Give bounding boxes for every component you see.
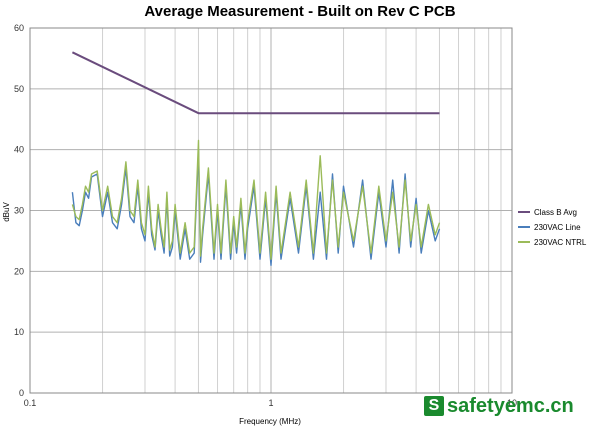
y-tick-label: 30 (14, 206, 24, 216)
x-tick-label: 10 (507, 398, 517, 408)
series-line-class-b-avg (71, 51, 440, 115)
y-axis-label: dBuV (2, 202, 11, 222)
legend-label: 230VAC Line (534, 223, 581, 232)
legend: Class B Avg 230VAC Line 230VAC NTRL (518, 208, 587, 247)
axis-ticks: 0 10 20 30 40 50 60 0.1 1 10 (14, 23, 517, 408)
y-tick-label: 40 (14, 145, 24, 155)
watermark: S safetyemc.cn (424, 393, 574, 419)
x-tick-label: 0.1 (24, 398, 37, 408)
y-tick-label: 0 (19, 388, 24, 398)
x-axis-label: Frequency (MHz) (239, 417, 301, 426)
chart-title: Average Measurement - Built on Rev C PCB (144, 3, 455, 20)
y-tick-label: 50 (14, 84, 24, 94)
y-tick-label: 20 (14, 266, 24, 276)
series-line-230vac-ntrl (71, 139, 441, 260)
x-tick-label: 1 (268, 398, 273, 408)
series-lines (71, 51, 441, 266)
legend-label: 230VAC NTRL (534, 238, 587, 247)
plot-area (29, 27, 513, 394)
y-tick-label: 60 (14, 23, 24, 33)
legend-label: Class B Avg (534, 208, 577, 217)
y-tick-label: 10 (14, 327, 24, 337)
watermark-text: safetyemc.cn (447, 394, 574, 417)
watermark-logo-icon: S (424, 396, 444, 416)
